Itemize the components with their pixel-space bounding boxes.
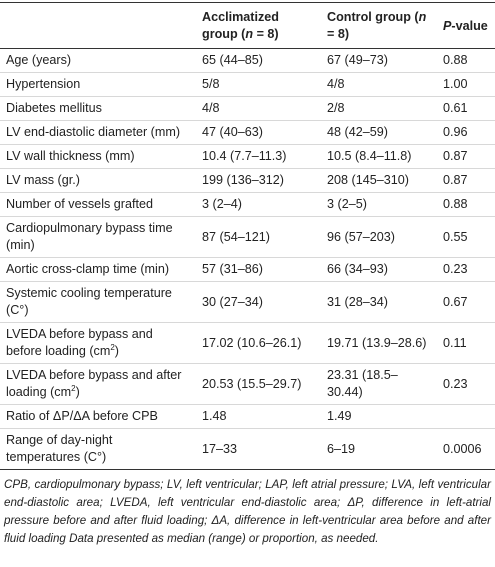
cell: 0.96 bbox=[437, 120, 495, 145]
cell: 19.71 (13.9–28.6) bbox=[321, 322, 437, 364]
text-segment: n bbox=[418, 10, 427, 24]
cell: 0.87 bbox=[437, 168, 495, 193]
cell: 10.5 (8.4–11.8) bbox=[321, 144, 437, 169]
row-label: LV end-diastolic diameter (mm) bbox=[0, 120, 196, 145]
text-segment: LVEDA before bypass and before loading (… bbox=[6, 327, 153, 358]
cell: 0.11 bbox=[437, 322, 495, 364]
cell: 5/8 bbox=[196, 72, 321, 97]
cell: 0.67 bbox=[437, 281, 495, 323]
cell: 1.00 bbox=[437, 72, 495, 97]
cell: 67 (49–73) bbox=[321, 48, 437, 73]
row-label: Systemic cooling temperature (C°) bbox=[0, 281, 196, 323]
table-header: Acclimatized group (n = 8) Control group … bbox=[0, 2, 495, 49]
row-label: Number of vessels grafted bbox=[0, 192, 196, 217]
cell: 0.87 bbox=[437, 144, 495, 169]
header-cell bbox=[0, 2, 196, 49]
cell: 199 (136–312) bbox=[196, 168, 321, 193]
row-label: LV wall thickness (mm) bbox=[0, 144, 196, 169]
text-segment: Control group ( bbox=[327, 10, 419, 24]
row-label: Ratio of ΔP/ΔA before CPB bbox=[0, 404, 196, 429]
row-label: Diabetes mellitus bbox=[0, 96, 196, 121]
text-segment: 2 bbox=[71, 383, 76, 393]
table-row: Systemic cooling temperature (C°) 30 (27–… bbox=[0, 281, 495, 323]
cell: 47 (40–63) bbox=[196, 120, 321, 145]
row-label: Age (years) bbox=[0, 48, 196, 73]
cell: 87 (54–121) bbox=[196, 216, 321, 258]
table-row: Range of day-night temperatures (C°) 17–3… bbox=[0, 428, 495, 470]
cell: 208 (145–310) bbox=[321, 168, 437, 193]
data-table: Acclimatized group (n = 8) Control group … bbox=[0, 2, 495, 470]
row-label: Range of day-night temperatures (C°) bbox=[0, 428, 196, 470]
table-row: Hypertension 5/8 4/8 1.00 bbox=[0, 72, 495, 97]
cell: 0.23 bbox=[437, 363, 495, 405]
table-row: Diabetes mellitus 4/8 2/8 0.61 bbox=[0, 96, 495, 121]
table-row: LVEDA before bypass and before loading (… bbox=[0, 322, 495, 364]
cell: 3 (2–5) bbox=[321, 192, 437, 217]
text-segment: = 8) bbox=[253, 27, 279, 41]
row-label: LVEDA before bypass and after loading (c… bbox=[0, 363, 196, 405]
text-segment: LVEDA before bypass and after loading (c… bbox=[6, 368, 182, 399]
cell: 0.61 bbox=[437, 96, 495, 121]
row-label: LV mass (gr.) bbox=[0, 168, 196, 193]
footnote: CPB, cardiopulmonary bypass; LV, left ve… bbox=[4, 478, 491, 545]
cell: 48 (42–59) bbox=[321, 120, 437, 145]
cell: 17–33 bbox=[196, 428, 321, 470]
cell: 0.88 bbox=[437, 192, 495, 217]
text-segment: ) bbox=[114, 344, 119, 358]
row-label: Hypertension bbox=[0, 72, 196, 97]
cell: 1.49 bbox=[321, 404, 437, 429]
text-segment: -value bbox=[451, 18, 488, 33]
text-segment: Acclimatized group ( bbox=[202, 10, 279, 41]
text-segment: 2 bbox=[110, 342, 115, 352]
row-label: Cardiopulmonary bypass time (min) bbox=[0, 216, 196, 258]
cell: 0.55 bbox=[437, 216, 495, 258]
cell: 4/8 bbox=[196, 96, 321, 121]
header-cell: Control group (n = 8) bbox=[321, 2, 437, 49]
cell: 0.88 bbox=[437, 48, 495, 73]
cell: 2/8 bbox=[321, 96, 437, 121]
table-row: LV wall thickness (mm) 10.4 (7.7–11.3) 10.… bbox=[0, 144, 495, 169]
text-segment: ) bbox=[75, 385, 80, 399]
header-cell: Acclimatized group (n = 8) bbox=[196, 2, 321, 49]
table-row: LV end-diastolic diameter (mm) 47 (40–63)… bbox=[0, 120, 495, 145]
cell bbox=[437, 404, 495, 429]
text-segment: = 8) bbox=[327, 27, 350, 41]
cell: 3 (2–4) bbox=[196, 192, 321, 217]
table-row: Age (years) 65 (44–85) 67 (49–73) 0.88 bbox=[0, 48, 495, 73]
cell: 30 (27–34) bbox=[196, 281, 321, 323]
cell: 96 (57–203) bbox=[321, 216, 437, 258]
cell: 1.48 bbox=[196, 404, 321, 429]
cell: 57 (31–86) bbox=[196, 257, 321, 282]
row-label: LVEDA before bypass and before loading (… bbox=[0, 322, 196, 364]
cell: 4/8 bbox=[321, 72, 437, 97]
text-segment: n bbox=[245, 27, 254, 41]
header-row: Acclimatized group (n = 8) Control group … bbox=[0, 2, 495, 49]
cell: 0.23 bbox=[437, 257, 495, 282]
table-row: Aortic cross-clamp time (min) 57 (31–86) 6… bbox=[0, 257, 495, 282]
cell: 20.53 (15.5–29.7) bbox=[196, 363, 321, 405]
table-row: Number of vessels grafted 3 (2–4) 3 (2–5) 0… bbox=[0, 192, 495, 217]
text-segment: P bbox=[443, 18, 452, 33]
cell: 0.0006 bbox=[437, 428, 495, 470]
row-label: Aortic cross-clamp time (min) bbox=[0, 257, 196, 282]
cell: 17.02 (10.6–26.1) bbox=[196, 322, 321, 364]
table-row: Cardiopulmonary bypass time (min) 87 (54–… bbox=[0, 216, 495, 258]
cell: 6–19 bbox=[321, 428, 437, 470]
table-row: LVEDA before bypass and after loading (c… bbox=[0, 363, 495, 405]
cell: 31 (28–34) bbox=[321, 281, 437, 323]
table-body: Age (years) 65 (44–85) 67 (49–73) 0.88 Hyper… bbox=[0, 48, 495, 470]
table-row: LV mass (gr.) 199 (136–312) 208 (145–310) 0… bbox=[0, 168, 495, 193]
cell: 23.31 (18.5–30.44) bbox=[321, 363, 437, 405]
cell: 10.4 (7.7–11.3) bbox=[196, 144, 321, 169]
cell: 65 (44–85) bbox=[196, 48, 321, 73]
cell: 66 (34–93) bbox=[321, 257, 437, 282]
table-row: Ratio of ΔP/ΔA before CPB 1.48 1.49 bbox=[0, 404, 495, 429]
header-cell: P-value bbox=[437, 2, 495, 49]
